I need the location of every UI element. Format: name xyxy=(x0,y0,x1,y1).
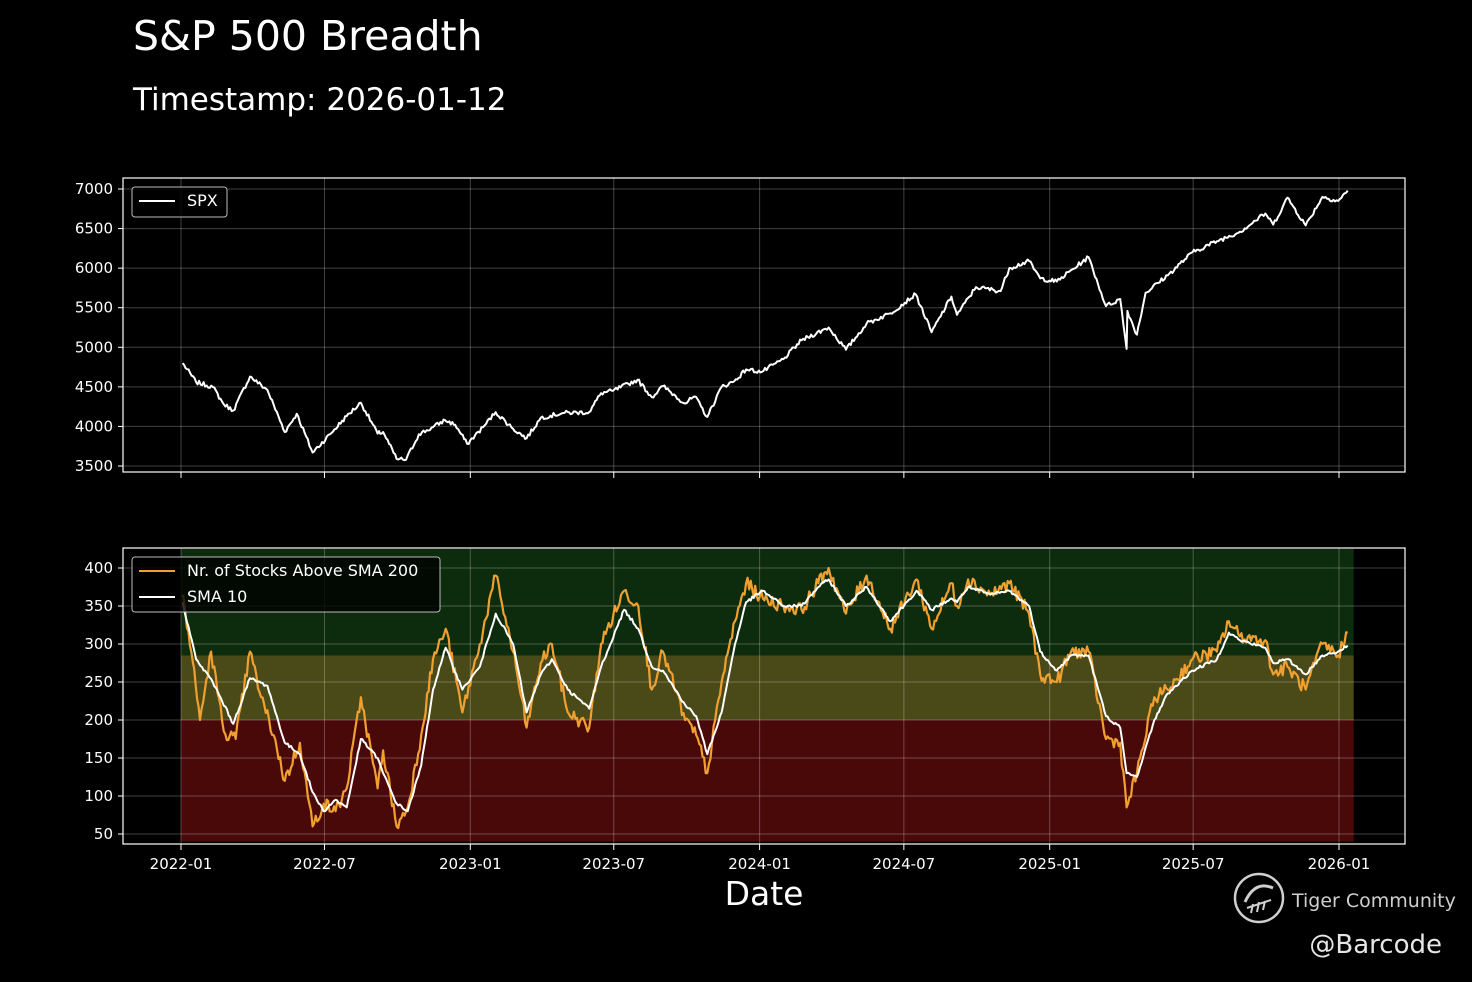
spx-panel: 3500 4000 4500 5000 5500 6000 6500 7000 SPX xyxy=(75,177,1406,478)
tiger-logo-icon xyxy=(1233,872,1285,924)
legend-box xyxy=(131,186,228,218)
y-tick-label: 400 xyxy=(84,559,113,577)
chart-subtitle: Timestamp: 2026-01-12 xyxy=(133,82,507,118)
y-tick-label: 300 xyxy=(84,635,113,653)
x-tick-label: 2024-07 xyxy=(873,855,936,873)
chart-title: S&P 500 Breadth xyxy=(133,12,483,60)
legend-box xyxy=(131,556,441,613)
y-tick-label: 6500 xyxy=(75,220,113,238)
legend-label: Nr. of Stocks Above SMA 200 xyxy=(187,561,418,580)
plot-frame xyxy=(122,177,1406,473)
zone-band-2 xyxy=(181,720,1354,842)
y-tick-label: 200 xyxy=(84,711,113,729)
author-handle: @Barcode xyxy=(1309,930,1442,960)
series-line-nr-of-stocks-above-sma-200 xyxy=(181,566,1348,830)
y-tick-label: 6000 xyxy=(75,259,113,277)
y-tick-label: 250 xyxy=(84,673,113,691)
series-line-spx xyxy=(181,190,1349,462)
series-line-sma-10 xyxy=(181,578,1349,813)
y-tick-label: 7000 xyxy=(75,180,113,198)
x-tick-label: 2025-07 xyxy=(1162,855,1225,873)
x-tick-label: 2022-01 xyxy=(150,855,213,873)
y-tick-label: 5500 xyxy=(75,299,113,317)
y-tick-label: 50 xyxy=(94,825,113,843)
legend-label: SMA 10 xyxy=(187,587,247,606)
x-axis-label: Date xyxy=(725,874,804,913)
x-tick-label: 2025-01 xyxy=(1018,855,1081,873)
y-tick-label: 5000 xyxy=(75,338,113,356)
x-tick-label: 2022-07 xyxy=(293,855,356,873)
legend: SPX xyxy=(131,186,228,218)
x-tick-label: 2023-07 xyxy=(582,855,645,873)
y-tick-label: 4500 xyxy=(75,378,113,396)
y-tick-label: 150 xyxy=(84,749,113,767)
y-tick-label: 4000 xyxy=(75,417,113,435)
watermark-text: Tiger Community xyxy=(1291,890,1456,912)
plot-frame xyxy=(122,547,1406,845)
zone-band-1 xyxy=(181,655,1354,720)
x-tick-label: 2026-01 xyxy=(1308,855,1371,873)
y-tick-label: 3500 xyxy=(75,457,113,475)
y-tick-label: 100 xyxy=(84,787,113,805)
legend: Nr. of Stocks Above SMA 200 SMA 10 xyxy=(131,556,441,613)
breadth-panel: 50 100 150 200 250 300 350 400 2022-01 2022-07 202… xyxy=(84,547,1406,873)
y-tick-label: 350 xyxy=(84,597,113,615)
x-tick-label: 2024-01 xyxy=(728,855,791,873)
legend-label: SPX xyxy=(187,191,218,210)
x-tick-label: 2023-01 xyxy=(439,855,502,873)
